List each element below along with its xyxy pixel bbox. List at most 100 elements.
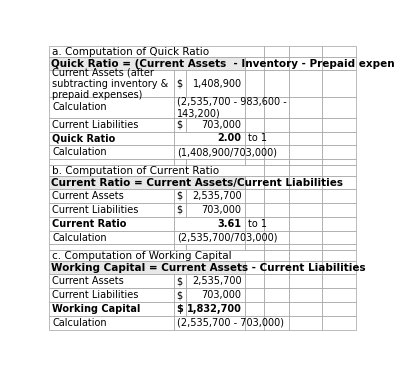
Bar bbox=[49, 176, 245, 189]
Bar bbox=[322, 189, 356, 203]
Bar bbox=[264, 145, 290, 159]
Bar bbox=[322, 97, 356, 118]
Bar bbox=[322, 274, 356, 288]
Text: Calculation: Calculation bbox=[53, 147, 107, 157]
Bar bbox=[264, 118, 290, 132]
Bar bbox=[290, 159, 322, 165]
Text: to 1: to 1 bbox=[248, 219, 267, 229]
Bar bbox=[174, 159, 186, 165]
Text: $: $ bbox=[177, 78, 183, 89]
Bar bbox=[49, 165, 264, 176]
Text: (2,535,700 - 983,600 -
143,200): (2,535,700 - 983,600 - 143,200) bbox=[177, 97, 287, 118]
Bar bbox=[49, 250, 264, 262]
Bar bbox=[322, 159, 356, 165]
Bar bbox=[49, 288, 174, 302]
Bar bbox=[290, 262, 322, 274]
Bar bbox=[290, 165, 322, 176]
Bar bbox=[245, 57, 264, 70]
Bar bbox=[49, 189, 174, 203]
Bar bbox=[186, 244, 245, 250]
Bar bbox=[49, 244, 174, 250]
Bar bbox=[245, 302, 264, 316]
Bar bbox=[264, 176, 290, 189]
Bar bbox=[245, 145, 264, 159]
Text: Current Assets (after
subtracting inventory &
prepaid expenses): Current Assets (after subtracting invent… bbox=[53, 67, 169, 100]
Text: Current Assets: Current Assets bbox=[53, 191, 124, 201]
Bar bbox=[245, 231, 264, 244]
Bar bbox=[290, 46, 322, 57]
Bar bbox=[322, 203, 356, 217]
Bar bbox=[245, 118, 264, 132]
Bar bbox=[245, 189, 264, 203]
Bar bbox=[49, 159, 174, 165]
Text: Current Ratio: Current Ratio bbox=[53, 219, 127, 229]
Bar bbox=[174, 288, 186, 302]
Text: 703,000: 703,000 bbox=[201, 290, 242, 300]
Text: $: $ bbox=[177, 191, 183, 201]
Text: c. Computation of Working Capital: c. Computation of Working Capital bbox=[53, 251, 232, 261]
Bar bbox=[49, 274, 174, 288]
Bar bbox=[245, 97, 264, 118]
Bar bbox=[174, 302, 186, 316]
Bar bbox=[245, 262, 264, 274]
Text: a. Computation of Quick Ratio: a. Computation of Quick Ratio bbox=[53, 47, 210, 57]
Bar bbox=[290, 250, 322, 262]
Text: Quick Ratio: Quick Ratio bbox=[53, 134, 116, 144]
Bar bbox=[49, 97, 174, 118]
Bar bbox=[245, 288, 264, 302]
Bar bbox=[264, 97, 290, 118]
Bar bbox=[322, 70, 356, 97]
Bar bbox=[245, 274, 264, 288]
Bar bbox=[264, 288, 290, 302]
Text: 3.61: 3.61 bbox=[218, 219, 242, 229]
Bar bbox=[186, 118, 245, 132]
Bar bbox=[186, 203, 245, 217]
Text: Current Assets: Current Assets bbox=[53, 276, 124, 286]
Bar bbox=[49, 118, 174, 132]
Bar bbox=[322, 165, 356, 176]
Bar bbox=[264, 302, 290, 316]
Bar bbox=[290, 274, 322, 288]
Bar bbox=[245, 244, 264, 250]
Bar bbox=[322, 244, 356, 250]
Bar bbox=[290, 118, 322, 132]
Bar bbox=[264, 46, 290, 57]
Bar bbox=[322, 145, 356, 159]
Text: 2.00: 2.00 bbox=[218, 134, 242, 144]
Bar bbox=[49, 203, 174, 217]
Text: Calculation: Calculation bbox=[53, 232, 107, 243]
Bar bbox=[322, 176, 356, 189]
Bar bbox=[264, 159, 290, 165]
Text: to 1: to 1 bbox=[248, 134, 267, 144]
Bar bbox=[186, 70, 245, 97]
Text: Working Capital = Current Assets - Current Liabilities: Working Capital = Current Assets - Curre… bbox=[51, 263, 366, 273]
Text: b. Computation of Current Ratio: b. Computation of Current Ratio bbox=[53, 166, 220, 176]
Bar bbox=[245, 217, 264, 231]
Bar bbox=[264, 250, 290, 262]
Bar bbox=[322, 231, 356, 244]
Bar bbox=[322, 262, 356, 274]
Bar bbox=[49, 70, 174, 97]
Bar bbox=[264, 244, 290, 250]
Bar bbox=[264, 231, 290, 244]
Bar bbox=[245, 176, 264, 189]
Bar bbox=[264, 316, 290, 330]
Text: Working Capital: Working Capital bbox=[53, 304, 141, 314]
Bar bbox=[322, 250, 356, 262]
Bar bbox=[264, 262, 290, 274]
Text: 1,832,700: 1,832,700 bbox=[187, 304, 242, 314]
Bar bbox=[290, 145, 322, 159]
Bar bbox=[245, 316, 264, 330]
Text: Calculation: Calculation bbox=[53, 102, 107, 112]
Bar bbox=[264, 70, 290, 97]
Bar bbox=[174, 118, 186, 132]
Bar bbox=[174, 217, 245, 231]
Bar bbox=[49, 132, 174, 145]
Bar bbox=[49, 231, 174, 244]
Bar bbox=[49, 302, 174, 316]
Bar bbox=[49, 145, 174, 159]
Bar bbox=[174, 97, 245, 118]
Bar bbox=[290, 132, 322, 145]
Bar bbox=[290, 288, 322, 302]
Bar bbox=[290, 316, 322, 330]
